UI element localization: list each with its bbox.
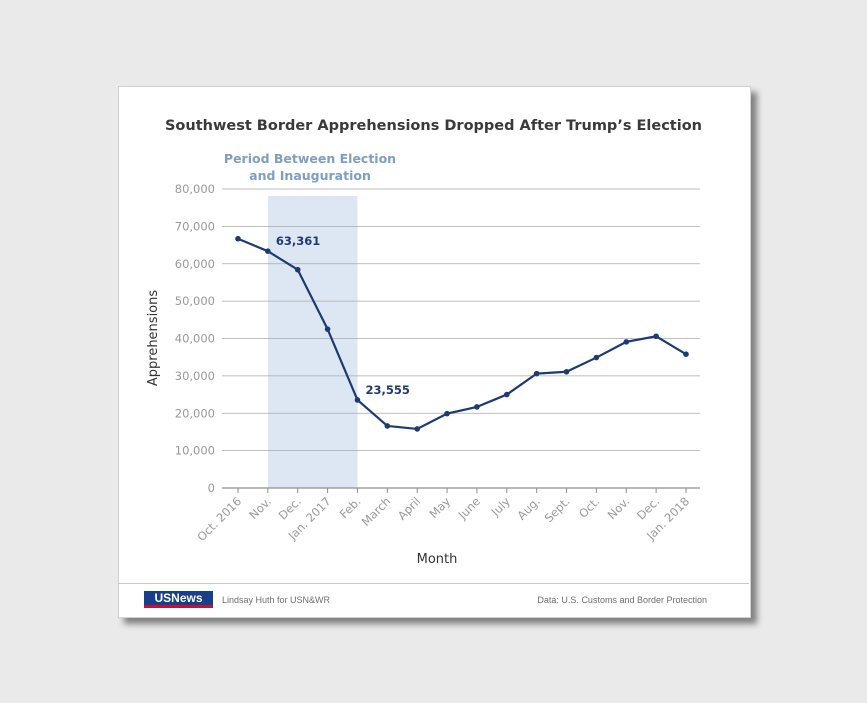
x-tick-label: Nov. [605, 494, 633, 522]
x-tick-label: March [359, 494, 394, 529]
data-point [504, 391, 510, 398]
data-label: 63,361 [276, 234, 320, 248]
chart-title: Southwest Border Apprehensions Dropped A… [164, 118, 702, 134]
y-tick-label: 10,000 [175, 444, 215, 458]
highlight-band-group [267, 196, 358, 488]
y-tick-label: 60,000 [175, 257, 215, 271]
data-point [653, 333, 659, 340]
x-tick-label: Aug. [514, 494, 542, 522]
y-tick-label: 70,000 [175, 219, 215, 233]
y-tick-label: 40,000 [175, 332, 215, 346]
credit-text: Lindsay Huth for USN&WR [222, 595, 331, 605]
y-tick-label: 20,000 [175, 406, 215, 420]
data-point [294, 266, 301, 273]
y-axis-label: Apprehensions [146, 290, 161, 387]
x-tick-label: Nov. [246, 494, 274, 522]
y-tick-labels: 0 10,000 20,000 30,000 40,000 50,000 60,000 70,… [175, 182, 215, 495]
data-point [384, 423, 391, 429]
series-line-group [237, 237, 687, 431]
x-tick-label: Oct. [576, 494, 603, 521]
y-tick-label: 50,000 [175, 294, 215, 308]
data-points [235, 235, 689, 432]
data-point [414, 426, 421, 432]
highlight-band [267, 196, 358, 488]
grid-lines [222, 188, 700, 493]
data-point [533, 370, 540, 377]
highlight-label: Period Between Election and Inauguration [222, 150, 398, 184]
y-tick-label: 80,000 [175, 182, 215, 196]
footer-divider [118, 583, 749, 584]
data-point [444, 410, 450, 417]
x-axis-label: Month [417, 552, 458, 567]
data-point [474, 404, 480, 410]
x-tick-label: Oct. 2016 [194, 494, 244, 544]
x-tick-labels: Oct. 2016 Nov. Dec.Jan. 2017 Feb.March April… [194, 494, 692, 544]
highlight-label-line2: and Inauguration [249, 168, 371, 183]
x-tick-label: April [395, 494, 423, 522]
y-tick-label: 0 [208, 481, 215, 495]
data-point [324, 326, 331, 332]
usnews-logo: USNews [144, 591, 213, 608]
data-point [235, 235, 241, 242]
data-annotations: 63,361 23,555 [276, 234, 410, 397]
data-label: 23,555 [365, 383, 409, 397]
source-text: Data: U.S. Customs and Border Protection [537, 595, 707, 605]
highlight-label-line1: Period Between Election [223, 151, 397, 166]
series-line [237, 237, 687, 431]
data-point [354, 397, 361, 403]
data-point [593, 354, 600, 361]
chart-card [118, 86, 751, 618]
x-tick-label: July [488, 494, 513, 519]
y-tick-label: 30,000 [175, 369, 215, 383]
x-tick-label: Sept. [542, 494, 573, 525]
x-tick-label: June [455, 494, 483, 522]
data-point [623, 339, 630, 345]
data-point [265, 248, 271, 254]
data-point [563, 368, 570, 375]
data-point [683, 351, 689, 357]
x-tick-label: May [426, 494, 453, 521]
